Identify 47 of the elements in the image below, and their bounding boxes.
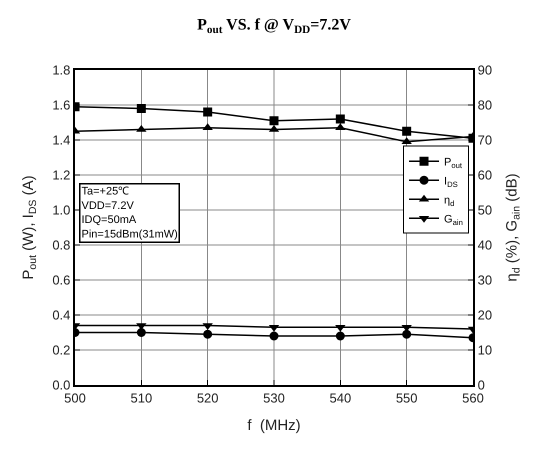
y-tick-label: 1.4	[52, 132, 70, 148]
x-axis-title: f (MHz)	[247, 417, 301, 434]
y2-tick-label: 20	[478, 308, 492, 323]
legend-label: G$_{ain}$	[444, 213, 463, 227]
y-tick-label: 1.2	[52, 168, 70, 183]
x-tick-label: 560	[462, 390, 484, 406]
x-tick-label: 500	[64, 390, 86, 406]
y2-tick-label: 60	[478, 168, 492, 183]
x-tick-label: 550	[396, 390, 418, 406]
y2-tick-label: 30	[478, 272, 492, 288]
legend-label: P$_{out}$	[444, 156, 463, 170]
y-tick-label: 0.4	[52, 308, 70, 323]
point	[402, 330, 412, 339]
x-tick-label: 530	[263, 390, 285, 406]
point	[203, 108, 212, 116]
y2-tick-label: 70	[478, 132, 492, 148]
y2-tick-label: 0	[478, 378, 485, 393]
point	[402, 126, 412, 136]
point	[136, 104, 146, 113]
legend-label: η$_{d}$	[444, 194, 454, 208]
y-tick-label: 1.6	[52, 98, 70, 113]
annotation: Pin=15dBm(31mW)	[82, 228, 178, 240]
y2-tick-label: 10	[478, 342, 492, 358]
point	[336, 114, 345, 124]
y2-tick-label: 80	[478, 98, 492, 113]
y-tick-label: 0.2	[52, 342, 70, 358]
annotation: VDD=7.2V	[82, 200, 134, 212]
point	[203, 330, 212, 339]
legend-label: I$_{DS}$	[444, 175, 458, 189]
y-tick-label: 1.8	[52, 62, 70, 78]
point	[270, 332, 278, 340]
x-tick-label: 540	[329, 390, 352, 406]
chart-title: P$_{out}$ VS. f @ V$_{DD}$=7.2V	[197, 16, 352, 36]
y-tick-label: 0.0	[52, 378, 70, 393]
y-tick-label: 1.0	[52, 202, 70, 218]
y2-tick-label: 40	[478, 238, 492, 253]
y-tick-label: 0.6	[52, 272, 70, 288]
x-tick-label: 520	[196, 390, 219, 406]
point	[270, 116, 278, 126]
annotation: IDQ=50mA	[82, 214, 137, 226]
y2-tick-label: 50	[478, 202, 492, 218]
y2-tick-label: 90	[478, 62, 492, 78]
point	[136, 328, 146, 337]
annotation: Ta=+25℃	[82, 186, 130, 198]
point	[336, 332, 345, 340]
y-tick-label: 0.8	[52, 238, 70, 253]
x-tick-label: 510	[130, 390, 152, 406]
